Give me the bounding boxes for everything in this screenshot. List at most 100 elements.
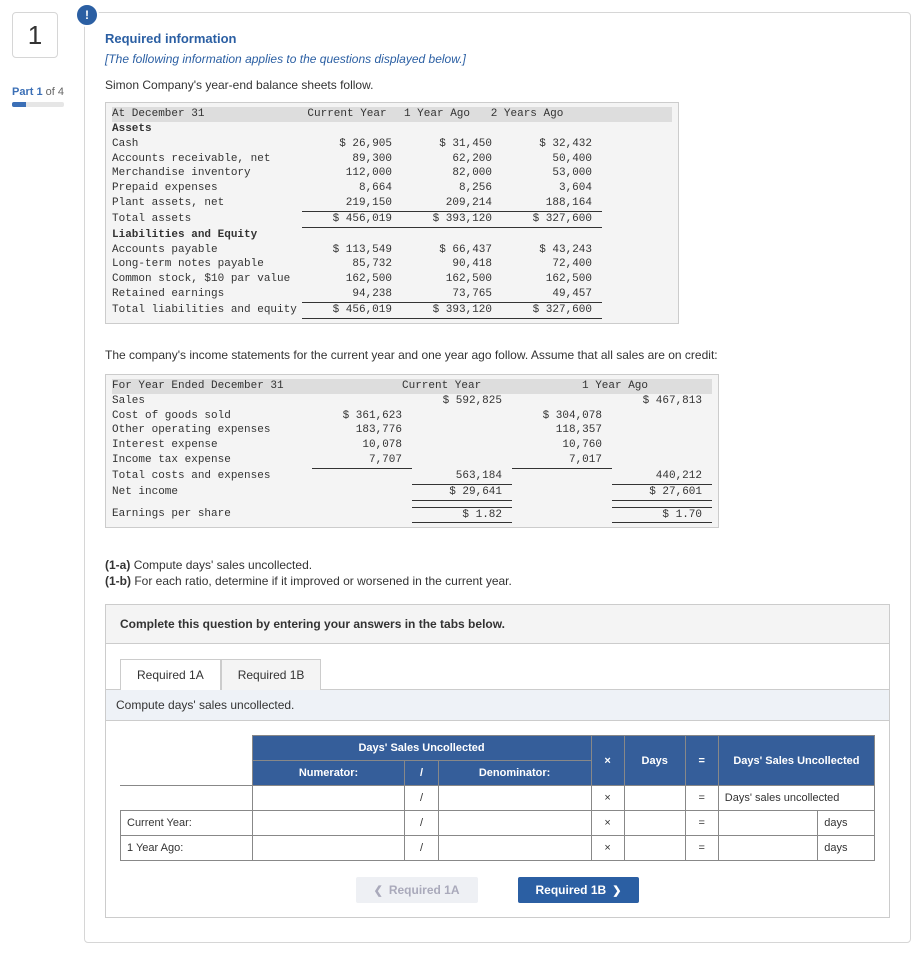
is-head-label: For Year Ended December 31 — [112, 379, 312, 394]
is-col2: 1 Year Ago — [582, 379, 672, 394]
bs-cell: $ 456,019 — [302, 303, 402, 319]
bs-cell: 72,400 — [502, 257, 602, 272]
times-cell: × — [591, 811, 624, 836]
question-number-box: 1 — [12, 12, 58, 58]
prev-button-label: Required 1A — [389, 883, 460, 897]
is-cell: $ 304,078 — [512, 409, 612, 424]
bs-cell: $ 31,450 — [402, 137, 502, 152]
bs-cell: 53,000 — [502, 166, 602, 181]
denominator-prior-input[interactable] — [438, 836, 591, 861]
denominator-header: Denominator: — [438, 761, 591, 786]
denominator-current-input[interactable] — [438, 811, 591, 836]
next-button-label: Required 1B — [536, 883, 607, 897]
q1b-text: For each ratio, determine if it improved… — [134, 574, 512, 588]
bs-cell: 188,164 — [502, 196, 602, 212]
unit-cell: days — [818, 836, 875, 861]
numerator-prior-input[interactable] — [252, 836, 405, 861]
is-cell: $ 592,825 — [412, 394, 512, 409]
bs-col1: Current Year — [302, 107, 392, 122]
is-cell: 440,212 — [612, 469, 712, 485]
bs-row: Plant assets, net — [112, 196, 302, 212]
result-current-input[interactable] — [718, 811, 817, 836]
tab-required-1a[interactable]: Required 1A — [120, 659, 221, 690]
bs-cell: 219,150 — [302, 196, 402, 212]
bs-cell: 82,000 — [402, 166, 502, 181]
numerator-label-input[interactable] — [252, 786, 405, 811]
dsu-label-cell: Days' sales uncollected — [718, 786, 874, 811]
prev-button[interactable]: ❮ Required 1A — [356, 877, 478, 903]
balance-sheet-table: At December 31 Current Year 1 Year Ago 2… — [105, 102, 679, 324]
is-cell: 118,357 — [512, 423, 612, 438]
required-info-heading: Required information — [105, 31, 890, 46]
is-total-costs: Total costs and expenses — [112, 469, 312, 485]
bs-cell: 8,256 — [402, 181, 502, 196]
bs-cell: 50,400 — [502, 152, 602, 167]
days-label-input[interactable] — [624, 786, 685, 811]
answer-table: Days' Sales Uncollected × Days = Days' S… — [120, 735, 875, 861]
denominator-label-input[interactable] — [438, 786, 591, 811]
bs-cell: 112,000 — [302, 166, 402, 181]
bs-cell: 3,604 — [502, 181, 602, 196]
bs-cell: $ 393,120 — [402, 212, 502, 228]
income-intro: The company's income statements for the … — [105, 348, 890, 362]
bs-cell: 94,238 — [302, 287, 402, 303]
is-eps: Earnings per share — [112, 507, 312, 524]
days-prior-input[interactable] — [624, 836, 685, 861]
row-current-year: Current Year: — [121, 811, 253, 836]
is-cell: 10,760 — [512, 438, 612, 453]
tab-required-1b[interactable]: Required 1B — [221, 659, 322, 690]
slash-cell: / — [405, 836, 438, 861]
progress-bar — [12, 102, 64, 107]
bs-col2: 1 Year Ago — [392, 107, 482, 122]
is-row: Cost of goods sold — [112, 409, 312, 424]
numerator-current-input[interactable] — [252, 811, 405, 836]
next-button[interactable]: Required 1B ❯ — [518, 877, 640, 903]
bs-row: Accounts receivable, net — [112, 152, 302, 167]
bs-cell: $ 26,905 — [302, 137, 402, 152]
bs-col3: 2 Years Ago — [482, 107, 572, 122]
bs-cell: 49,457 — [502, 287, 602, 303]
bs-cell: 90,418 — [402, 257, 502, 272]
times-header: × — [591, 736, 624, 786]
nav-row: ❮ Required 1A Required 1B ❯ — [120, 877, 875, 903]
part-of: of — [43, 86, 58, 98]
days-current-input[interactable] — [624, 811, 685, 836]
is-row: Other operating expenses — [112, 423, 312, 438]
slash-header: / — [405, 761, 438, 786]
eq-cell: = — [685, 836, 718, 861]
is-row: Income tax expense — [112, 453, 312, 469]
chevron-left-icon: ❮ — [374, 884, 383, 897]
bs-cell: 209,214 — [402, 196, 502, 212]
bs-cell: 89,300 — [302, 152, 402, 167]
is-cell: 183,776 — [312, 423, 412, 438]
bs-cell: 62,200 — [402, 152, 502, 167]
bs-cell: $ 327,600 — [502, 303, 602, 319]
unit-cell: days — [818, 811, 875, 836]
bs-cell: 162,500 — [402, 272, 502, 287]
bs-row: Long-term notes payable — [112, 257, 302, 272]
bs-liab-heading: Liabilities and Equity — [112, 228, 302, 243]
is-row: Interest expense — [112, 438, 312, 453]
bs-row: Common stock, $10 par value — [112, 272, 302, 287]
answer-panel: Complete this question by entering your … — [105, 604, 890, 918]
bs-cell: $ 456,019 — [302, 212, 402, 228]
bs-cell: 73,765 — [402, 287, 502, 303]
slash-cell: / — [405, 811, 438, 836]
eq-header: = — [685, 736, 718, 786]
intro-text: Simon Company's year-end balance sheets … — [105, 78, 890, 92]
slash-cell: / — [405, 786, 438, 811]
bs-cell: $ 32,432 — [502, 137, 602, 152]
result-prior-input[interactable] — [718, 836, 817, 861]
bs-head-label: At December 31 — [112, 107, 302, 122]
tab-content-heading: Compute days' sales uncollected. — [106, 690, 889, 721]
bs-row: Merchandise inventory — [112, 166, 302, 181]
main-panel: ! Required information [The following in… — [84, 12, 911, 943]
times-cell: × — [591, 786, 624, 811]
dsu-title: Days' Sales Uncollected — [252, 736, 591, 761]
is-cell: $ 467,813 — [612, 394, 712, 409]
bs-row: Prepaid expenses — [112, 181, 302, 196]
tab-content-1a: Compute days' sales uncollected. Days' S… — [106, 690, 889, 917]
answer-prompt: Complete this question by entering your … — [106, 605, 889, 644]
bs-cell: $ 43,243 — [502, 243, 602, 258]
income-statement-table: For Year Ended December 31 Current Year … — [105, 374, 719, 529]
